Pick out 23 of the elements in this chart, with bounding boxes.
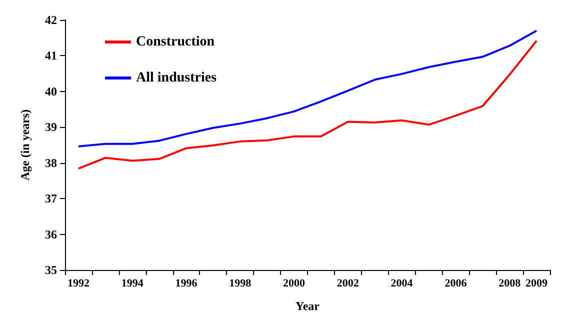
- x-tick-label: 2000: [283, 278, 306, 290]
- line-series: [77, 30, 538, 148]
- legend-label: Construction: [136, 34, 215, 50]
- x-tick-label: 1992: [67, 278, 90, 290]
- x-tick-label: 2009: [526, 278, 548, 290]
- y-tick-label: 40: [45, 84, 57, 98]
- x-tick-label: 2004: [390, 278, 414, 290]
- legend-label: All industries: [136, 70, 218, 86]
- y-tick-label: 37: [45, 192, 57, 206]
- x-tick-label: 2006: [444, 278, 468, 290]
- y-tick-label: 41: [45, 48, 57, 63]
- x-tick-label: 2002: [336, 278, 360, 290]
- y-tick-label: 39: [45, 120, 57, 134]
- y-tick-label: 38: [45, 156, 57, 170]
- y-tick-label: 35: [45, 263, 57, 277]
- y-tick-label: 36: [45, 227, 57, 242]
- y-tick-label: 42: [45, 13, 57, 27]
- x-tick-label: 1998: [229, 278, 252, 290]
- x-tick-label: 1996: [175, 278, 198, 290]
- x-tick-label: 1994: [121, 278, 144, 290]
- x-tick-label: 2008: [498, 278, 522, 290]
- y-axis-title: Age (in years): [18, 109, 32, 181]
- x-axis-title: Year: [296, 299, 320, 313]
